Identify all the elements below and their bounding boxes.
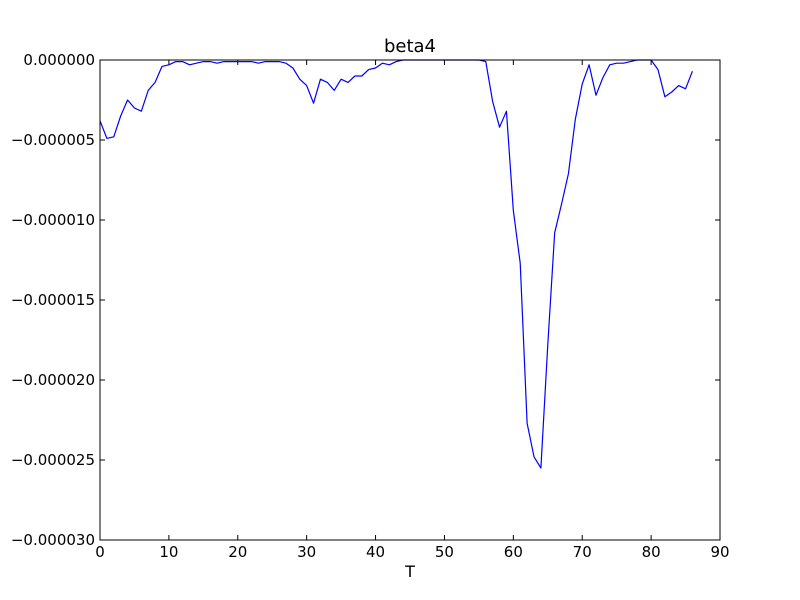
x-tick-label: 10 xyxy=(159,543,178,561)
x-tick-label: 80 xyxy=(642,543,661,561)
y-tick-label: −0.000010 xyxy=(11,211,95,229)
x-tick-label: 50 xyxy=(435,543,454,561)
y-tick-label: −0.000025 xyxy=(11,451,95,469)
y-tick-label: −0.000005 xyxy=(11,131,95,149)
x-axis-label: T xyxy=(404,562,415,581)
x-tick-label: 30 xyxy=(297,543,316,561)
x-tick-label: 90 xyxy=(710,543,729,561)
chart-title: beta4 xyxy=(384,36,436,57)
y-tick-label: −0.000020 xyxy=(11,371,95,389)
plot-frame xyxy=(99,59,721,541)
plot-area xyxy=(100,60,720,540)
axis-ticks: 0 10 20 30 40 50 60 70 80 90 0.000000 −0.000005 −0.0… xyxy=(11,51,730,561)
x-tick-label: 20 xyxy=(228,543,247,561)
x-tick-label: 0 xyxy=(95,543,105,561)
series-layer xyxy=(99,59,693,469)
y-tick-label: −0.000015 xyxy=(11,291,95,309)
y-tick-label: −0.000030 xyxy=(11,531,95,549)
x-tick-label: 60 xyxy=(504,543,523,561)
y-tick-label: 0.000000 xyxy=(23,51,95,69)
x-tick-label: 70 xyxy=(573,543,592,561)
x-tick-label: 40 xyxy=(366,543,385,561)
series-line xyxy=(99,59,693,469)
